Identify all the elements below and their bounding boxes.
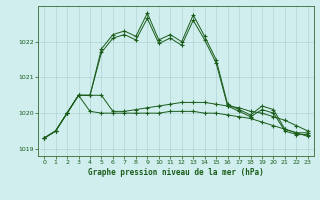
X-axis label: Graphe pression niveau de la mer (hPa): Graphe pression niveau de la mer (hPa) bbox=[88, 168, 264, 177]
